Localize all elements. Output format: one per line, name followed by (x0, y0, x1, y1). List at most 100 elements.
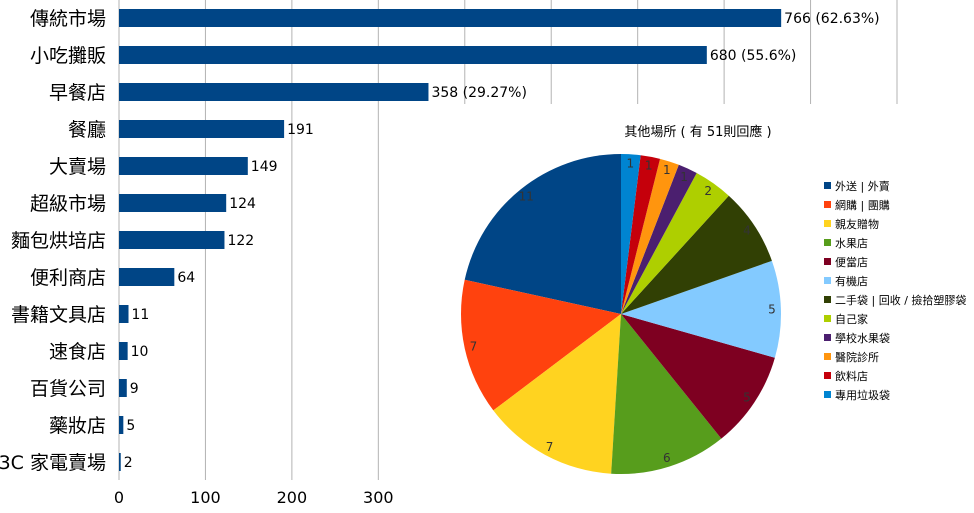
legend-label-2: 親友贈物 (835, 217, 879, 231)
pie-value-label-9: 1 (663, 163, 671, 177)
pie-slice-3 (611, 314, 722, 475)
legend-swatch-7 (824, 315, 831, 322)
pie-slice-7 (621, 173, 729, 314)
bar-5 (119, 194, 227, 212)
bar-7 (119, 268, 175, 286)
legend-swatch-2 (824, 220, 831, 227)
pie-value-label-8: 1 (680, 170, 688, 184)
legend-swatch-11 (824, 391, 831, 398)
pie-value-label-2: 7 (546, 440, 554, 454)
legend-label-10: 飲料店 (835, 369, 868, 383)
bar-8 (119, 305, 129, 323)
value-label-7: 64 (177, 270, 195, 286)
pie-slice-4 (621, 314, 775, 439)
bar-chart-category-labels: 傳統市場小吃攤販早餐店餐廳大賣場超級市場麵包烘培店便利商店書籍文具店速食店百貨公… (0, 8, 106, 474)
pie-slices (460, 154, 781, 475)
x-tick-label-200: 200 (277, 488, 308, 507)
pie-chart-title: 其他場所 ( 有 51則回應 ) (624, 124, 771, 140)
bar-1 (119, 46, 707, 64)
value-label-5: 124 (229, 196, 256, 212)
pie-slice-1 (460, 279, 621, 411)
value-label-8: 11 (132, 307, 150, 323)
legend-swatch-9 (824, 353, 831, 360)
pie-value-label-0: 11 (519, 189, 534, 203)
category-label-5: 超級市場 (30, 193, 106, 215)
legend-swatch-3 (824, 239, 831, 246)
legend-label-1: 網購 | 團購 (835, 198, 890, 212)
category-label-3: 餐廳 (68, 119, 106, 141)
legend-swatch-4 (824, 258, 831, 265)
category-label-11: 藥妝店 (49, 415, 106, 437)
legend-label-4: 便當店 (835, 255, 868, 269)
bar-chart-bars (119, 9, 782, 471)
category-label-8: 書籍文具店 (11, 304, 106, 326)
legend-label-8: 學校水果袋 (835, 331, 890, 345)
value-label-2: 358 (29.27%) (431, 85, 526, 101)
x-tick-label-0: 0 (114, 488, 124, 507)
bar-10 (119, 379, 127, 397)
pie-value-label-10: 1 (645, 159, 653, 173)
pie-slice-2 (493, 314, 621, 474)
pie-value-label-7: 2 (704, 184, 712, 198)
value-label-0: 766 (62.63%) (784, 11, 879, 27)
bar-9 (119, 342, 128, 360)
bar-6 (119, 231, 225, 249)
pie-slice-5 (621, 260, 781, 358)
legend-label-0: 外送 | 外賣 (835, 179, 890, 193)
category-label-6: 麵包烘培店 (11, 230, 106, 252)
value-label-12: 2 (124, 455, 133, 471)
pie-value-label-6: 4 (743, 224, 751, 238)
bar-0 (119, 9, 782, 27)
bar-3 (119, 120, 285, 138)
category-label-1: 小吃攤販 (30, 45, 106, 67)
bar-12 (119, 453, 121, 471)
pie-value-label-11: 1 (626, 156, 634, 170)
value-label-9: 10 (131, 344, 149, 360)
category-label-10: 百貨公司 (30, 378, 106, 400)
legend-swatch-10 (824, 372, 831, 379)
legend-swatch-6 (824, 296, 831, 303)
category-label-0: 傳統市場 (30, 8, 106, 30)
bar-2 (119, 83, 429, 101)
category-label-4: 大賣場 (49, 156, 106, 178)
pie-slice-11 (621, 154, 641, 314)
pie-slice-0 (464, 154, 621, 314)
pie-value-label-1: 7 (470, 339, 478, 353)
legend-swatch-0 (824, 182, 831, 189)
value-label-4: 149 (251, 159, 278, 175)
category-label-12: 3C 家電賣場 (0, 452, 106, 474)
pie-value-label-5: 5 (768, 302, 776, 316)
value-label-6: 122 (227, 233, 254, 249)
legend-label-9: 醫院診所 (835, 350, 879, 364)
value-label-1: 680 (55.6%) (710, 48, 797, 64)
legend-label-3: 水果店 (835, 236, 868, 250)
legend-swatch-1 (824, 201, 831, 208)
value-label-3: 191 (287, 122, 314, 138)
value-label-11: 5 (126, 418, 135, 434)
pie-value-label-3: 6 (663, 451, 671, 465)
bar-4 (119, 157, 248, 175)
legend-swatch-8 (824, 334, 831, 341)
pie-slice-10 (621, 155, 661, 314)
category-label-7: 便利商店 (30, 267, 106, 289)
bar-11 (119, 416, 124, 434)
x-tick-label-100: 100 (190, 488, 221, 507)
value-label-10: 9 (130, 381, 139, 397)
pie-slice-9 (621, 158, 679, 314)
legend-label-6: 二手袋 | 回收 / 撿拾塑膠袋 (835, 293, 966, 307)
legend-label-7: 自己家 (835, 312, 868, 326)
bar-chart-value-labels: 766 (62.63%)680 (55.6%)358 (29.27%)19114… (124, 11, 880, 471)
category-label-2: 早餐店 (49, 82, 106, 104)
category-label-9: 速食店 (49, 341, 106, 363)
pie-value-label-4: 5 (743, 390, 751, 404)
legend-label-11: 專用垃圾袋 (835, 388, 890, 402)
legend-label-5: 有機店 (835, 274, 868, 288)
pie-slice-8 (621, 164, 697, 314)
x-tick-label-300: 300 (363, 488, 394, 507)
pie-slice-6 (621, 195, 772, 314)
legend-swatch-5 (824, 277, 831, 284)
